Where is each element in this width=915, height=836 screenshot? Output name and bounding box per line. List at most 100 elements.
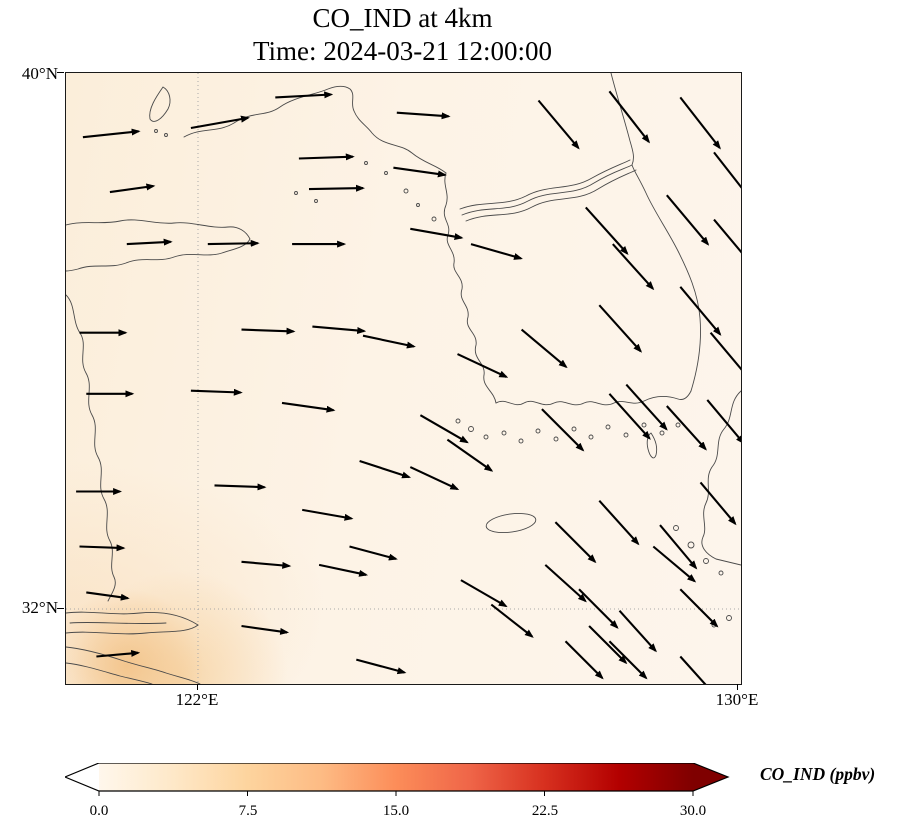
wind-arrow — [190, 115, 250, 130]
wind-arrow — [679, 96, 721, 150]
coastline-korea-south — [495, 390, 692, 406]
colorbar — [65, 763, 730, 796]
island-jeju — [485, 512, 537, 534]
chart-subtitle: Time: 2024-03-21 12:00:00 — [252, 36, 553, 66]
small-islands — [154, 129, 732, 628]
xtick-label-130e: 130°E — [715, 690, 759, 709]
wind-arrow — [190, 388, 243, 396]
colorbar-tick-label-0: 0.0 — [89, 803, 109, 819]
wind-arrow — [699, 481, 737, 526]
wind-arrow — [608, 393, 651, 440]
wind-arrow — [409, 466, 460, 491]
wind-arrow — [612, 243, 655, 291]
border-river-line-1 — [461, 164, 633, 216]
xtick-mark-130e — [737, 684, 738, 690]
wind-arrow — [544, 564, 587, 603]
colorbar-tick-label-2: 15.0 — [382, 803, 410, 819]
wind-arrow — [578, 588, 619, 629]
wind-arrow — [554, 521, 597, 564]
wind-arrow — [312, 325, 367, 334]
colorbar-label: CO_IND (ppbv) — [760, 764, 876, 784]
coastline-kyushu — [701, 390, 741, 566]
wind-arrow — [126, 238, 173, 246]
wind-arrow — [490, 603, 534, 638]
wind-arrow — [618, 609, 657, 653]
wind-arrow — [659, 524, 698, 570]
chart-title: CO_IND at 4km — [312, 3, 493, 33]
colorbar-under-arrow — [65, 763, 99, 791]
wind-arrow — [709, 332, 741, 371]
wind-arrow — [109, 183, 156, 194]
map-plot-area — [65, 72, 742, 685]
border-river-line-3 — [459, 159, 631, 210]
wind-arrow — [541, 408, 585, 452]
wind-arrow — [679, 655, 707, 684]
wind-arrow — [666, 405, 707, 451]
wind-arrow — [665, 194, 710, 246]
coastline-korea-east — [631, 164, 701, 392]
wind-arrow — [396, 111, 451, 120]
river-yangtze-north-bank — [66, 611, 199, 626]
wind-arrow — [96, 649, 141, 658]
wind-arrow — [308, 184, 365, 192]
colorbar-tick-label-4: 30.0 — [679, 803, 707, 819]
wind-arrow — [86, 591, 130, 601]
coastlines — [66, 73, 741, 684]
coastline-hangzhou-bay-north — [66, 646, 201, 684]
wind-arrow — [588, 625, 628, 665]
coastline-liaodong-peninsula — [149, 86, 171, 122]
wind-arrow — [214, 483, 267, 491]
graticule — [66, 73, 741, 684]
map-svg — [66, 73, 741, 684]
wind-arrow — [318, 563, 369, 577]
colorbar-tick-label-3: 22.5 — [531, 803, 559, 819]
wind-arrow — [460, 579, 508, 608]
wind-arrow — [410, 227, 464, 241]
wind-arrow — [608, 640, 648, 680]
wind-arrow — [241, 560, 292, 569]
border-river-line-2 — [465, 169, 637, 222]
wind-arrow — [207, 239, 260, 247]
wind-arrow — [537, 99, 580, 150]
wind-arrow — [281, 401, 336, 413]
wind-arrow — [241, 327, 296, 335]
colorbar-tick-marks — [98, 791, 694, 796]
wind-arrow — [520, 328, 568, 369]
wind-arrow — [446, 438, 494, 472]
coastline-north-yellow-sea — [183, 85, 447, 174]
wind-arrow — [585, 206, 629, 255]
wind-arrow — [598, 499, 640, 546]
wind-arrow — [359, 460, 412, 479]
wind-arrow — [362, 334, 416, 349]
wind-arrow — [79, 544, 126, 552]
ytick-label-32n: 32°N — [21, 598, 58, 617]
wind-arrow — [241, 624, 290, 635]
wind-arrow — [82, 128, 141, 139]
wind-arrow — [706, 399, 741, 445]
wind-arrow — [349, 545, 398, 561]
coastline-hangzhou-bay-south — [66, 662, 153, 684]
coastline-jiangsu — [66, 294, 116, 602]
coastline-ne-coast — [610, 73, 634, 166]
colorbar-tick-label-1: 7.5 — [238, 803, 258, 819]
wind-arrow — [393, 166, 447, 178]
wind-arrow — [713, 151, 741, 189]
wind-arrow — [713, 218, 741, 254]
colorbar-body — [99, 763, 693, 791]
coastline-shandong — [66, 219, 251, 272]
wind-arrow — [356, 658, 407, 675]
wind-arrow — [564, 640, 604, 680]
xtick-mark-122e — [197, 684, 198, 690]
ytick-label-40n: 40°N — [21, 64, 58, 83]
wind-arrow — [625, 383, 668, 431]
wind-arrow — [679, 286, 722, 336]
wind-arrow — [679, 588, 719, 628]
xtick-label-122e: 122°E — [175, 690, 219, 709]
colorbar-over-arrow — [693, 763, 728, 791]
wind-arrow — [470, 243, 523, 260]
wind-arrow — [457, 353, 509, 378]
ytick-mark-40n — [57, 72, 64, 73]
wind-arrow — [598, 304, 643, 353]
wind-arrow — [275, 91, 334, 99]
